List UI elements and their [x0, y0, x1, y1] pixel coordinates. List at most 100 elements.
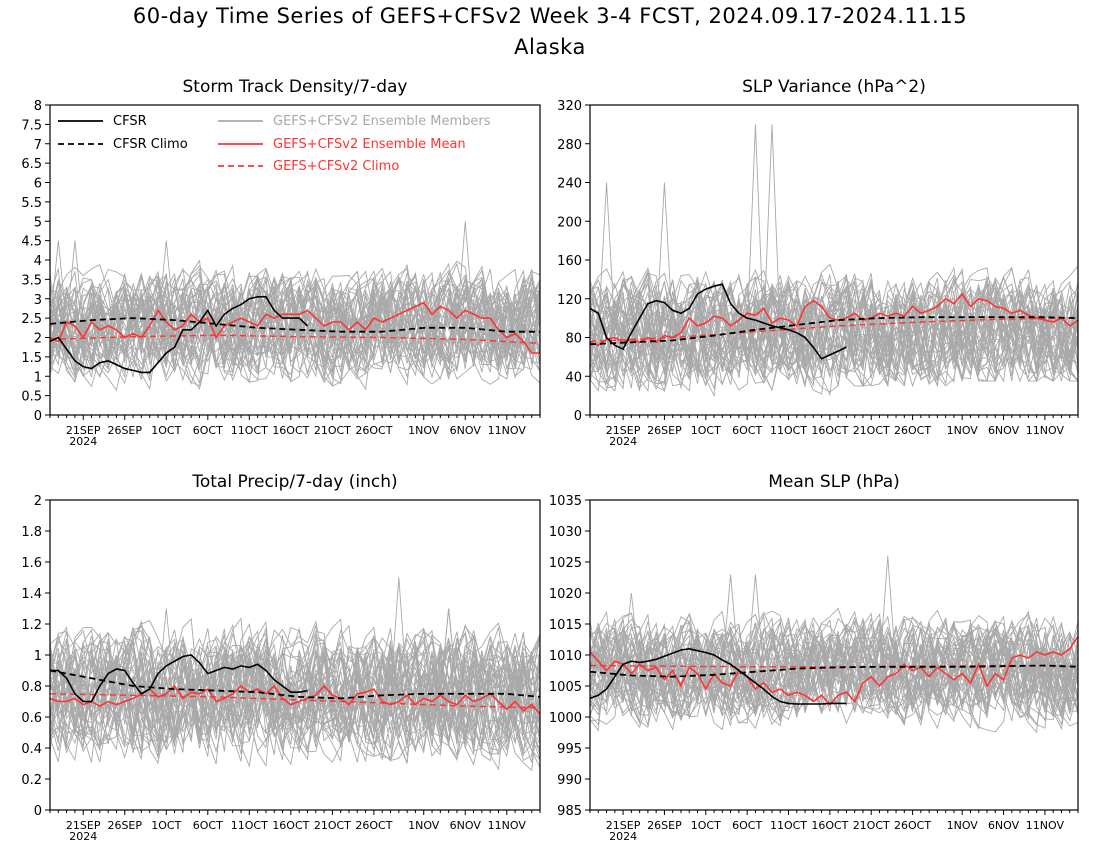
- ensemble-member-line: [590, 276, 1078, 392]
- ensemble-member-line: [390, 577, 408, 694]
- x-tick-label: 11OCT: [231, 819, 268, 832]
- x-year-label: 2024: [69, 830, 97, 843]
- ensemble-member-line: [590, 275, 1078, 392]
- y-tick-label: 7.5: [21, 118, 42, 133]
- y-tick-label: 0.2: [21, 773, 42, 788]
- legend-gefs-climo-label: GEFS+CFSv2 Climo: [273, 159, 399, 174]
- x-tick-label: 6OCT: [732, 819, 762, 832]
- y-tick-label: 1.2: [21, 618, 42, 633]
- y-tick-label: 0: [574, 409, 582, 424]
- ensemble-member-line: [66, 240, 84, 326]
- y-tick-label: 120: [557, 293, 582, 308]
- x-tick-label: 16OCT: [272, 424, 309, 437]
- y-tick-label: 6: [34, 177, 42, 192]
- y-tick-label: 200: [557, 215, 582, 230]
- y-tick-label: 1035: [549, 494, 582, 509]
- chart-title: Total Precip/7-day (inch): [191, 472, 397, 492]
- y-tick-label: 990: [557, 773, 582, 788]
- y-tick-label: 1.5: [21, 351, 42, 366]
- y-tick-label: 280: [557, 138, 582, 153]
- ensemble-members: [50, 221, 540, 392]
- x-tick-label: 21SEP: [606, 819, 641, 832]
- ensemble-member-line: [721, 574, 740, 671]
- ensemble-member-line: [746, 574, 765, 671]
- x-tick-label: 21OCT: [314, 424, 351, 437]
- chart-title: SLP Variance (hPa^2): [742, 77, 926, 97]
- ensemble-member-line: [590, 611, 1078, 720]
- x-tick-label: 21OCT: [314, 819, 351, 832]
- x-tick-label: 16OCT: [811, 819, 848, 832]
- region-title: Alaska: [514, 35, 586, 59]
- y-tick-label: 4: [34, 254, 42, 269]
- x-tick-label: 11OCT: [770, 424, 807, 437]
- ensemble-member-line: [50, 637, 540, 754]
- y-tick-label: 0: [34, 804, 42, 819]
- ensemble-member-line: [597, 182, 616, 333]
- y-tick-label: 0: [34, 409, 42, 424]
- series-line-gefs-cfsv2-ensemble-mean: [590, 635, 1078, 706]
- ensemble-member-line: [50, 271, 540, 379]
- page-title: 60-day Time Series of GEFS+CFSv2 Week 3-…: [132, 4, 968, 28]
- series-line-gefs-cfsv2-ensemble-mean: [50, 301, 540, 354]
- x-tick-label: 11OCT: [770, 819, 807, 832]
- ensemble-member-line: [590, 628, 1078, 724]
- x-tick-label: 6OCT: [732, 424, 762, 437]
- ensemble-members: [590, 124, 1078, 398]
- x-tick-label: 26OCT: [894, 819, 931, 832]
- ensemble-member-line: [439, 608, 458, 694]
- y-tick-label: 1020: [549, 587, 582, 602]
- y-tick-label: 8: [34, 99, 42, 114]
- ensemble-member-line: [50, 630, 540, 757]
- chart-panel-1: Storm Track Density/7-day 0 0.5 1 1.5 2 2.5 3 3.…: [21, 77, 541, 448]
- chart-title: Storm Track Density/7-day: [183, 77, 408, 97]
- y-tick-label: 320: [557, 99, 582, 114]
- y-tick-label: 1.4: [21, 587, 42, 602]
- x-tick-label: 21SEP: [606, 424, 641, 437]
- x-tick-label: 1NOV: [947, 819, 979, 832]
- y-tick-label: 1.8: [21, 525, 42, 540]
- ensemble-member-line: [590, 617, 1078, 716]
- ensemble-member-line: [50, 240, 68, 326]
- y-tick-label: 0.5: [21, 390, 42, 405]
- legend-cfsr-climo-label: CFSR Climo: [113, 137, 188, 152]
- ensemble-member-line: [590, 619, 1078, 727]
- y-tick-label: 1.6: [21, 556, 42, 571]
- ensemble-member-line: [50, 622, 540, 759]
- ensemble-member-line: [763, 124, 781, 333]
- ensemble-member-line: [157, 240, 176, 326]
- ensemble-member-line: [50, 627, 540, 763]
- ensemble-member-line: [590, 610, 1078, 719]
- x-tick-label: 26OCT: [355, 819, 392, 832]
- x-tick-label: 6NOV: [988, 819, 1020, 832]
- x-tick-label: 26OCT: [355, 424, 392, 437]
- series-line-gefs-cfsv2-climo: [50, 334, 540, 344]
- x-tick-label: 16OCT: [272, 819, 309, 832]
- ensemble-member-line: [590, 621, 1078, 731]
- y-tick-label: 4.5: [21, 235, 42, 250]
- ensemble-member-line: [50, 619, 540, 763]
- x-tick-label: 11NOV: [1026, 819, 1065, 832]
- ensemble-member-line: [590, 277, 1078, 386]
- ensemble-member-line: [590, 278, 1078, 383]
- y-tick-label: 240: [557, 177, 582, 192]
- ensemble-member-line: [746, 124, 765, 333]
- x-tick-label: 6OCT: [193, 819, 223, 832]
- ensemble-members: [590, 555, 1078, 734]
- x-tick-label: 6NOV: [450, 424, 482, 437]
- y-tick-label: 80: [565, 332, 582, 347]
- ensemble-member-line: [157, 608, 176, 694]
- y-tick-label: 995: [557, 742, 582, 757]
- ensemble-member-line: [50, 642, 540, 768]
- legend-ens-mean-label: GEFS+CFSv2 Ensemble Mean: [273, 137, 466, 152]
- x-tick-label: 21OCT: [853, 424, 890, 437]
- y-tick-label: 1015: [549, 618, 582, 633]
- ensemble-member-line: [50, 269, 540, 384]
- y-tick-label: 1: [34, 370, 42, 385]
- ensemble-member-line: [50, 635, 540, 761]
- y-tick-label: 40: [565, 370, 582, 385]
- series-line-gefs-cfsv2-ensemble-mean: [590, 292, 1078, 347]
- x-tick-label: 26SEP: [107, 424, 142, 437]
- ensemble-member-line: [50, 264, 540, 384]
- ensemble-member-line: [590, 273, 1078, 384]
